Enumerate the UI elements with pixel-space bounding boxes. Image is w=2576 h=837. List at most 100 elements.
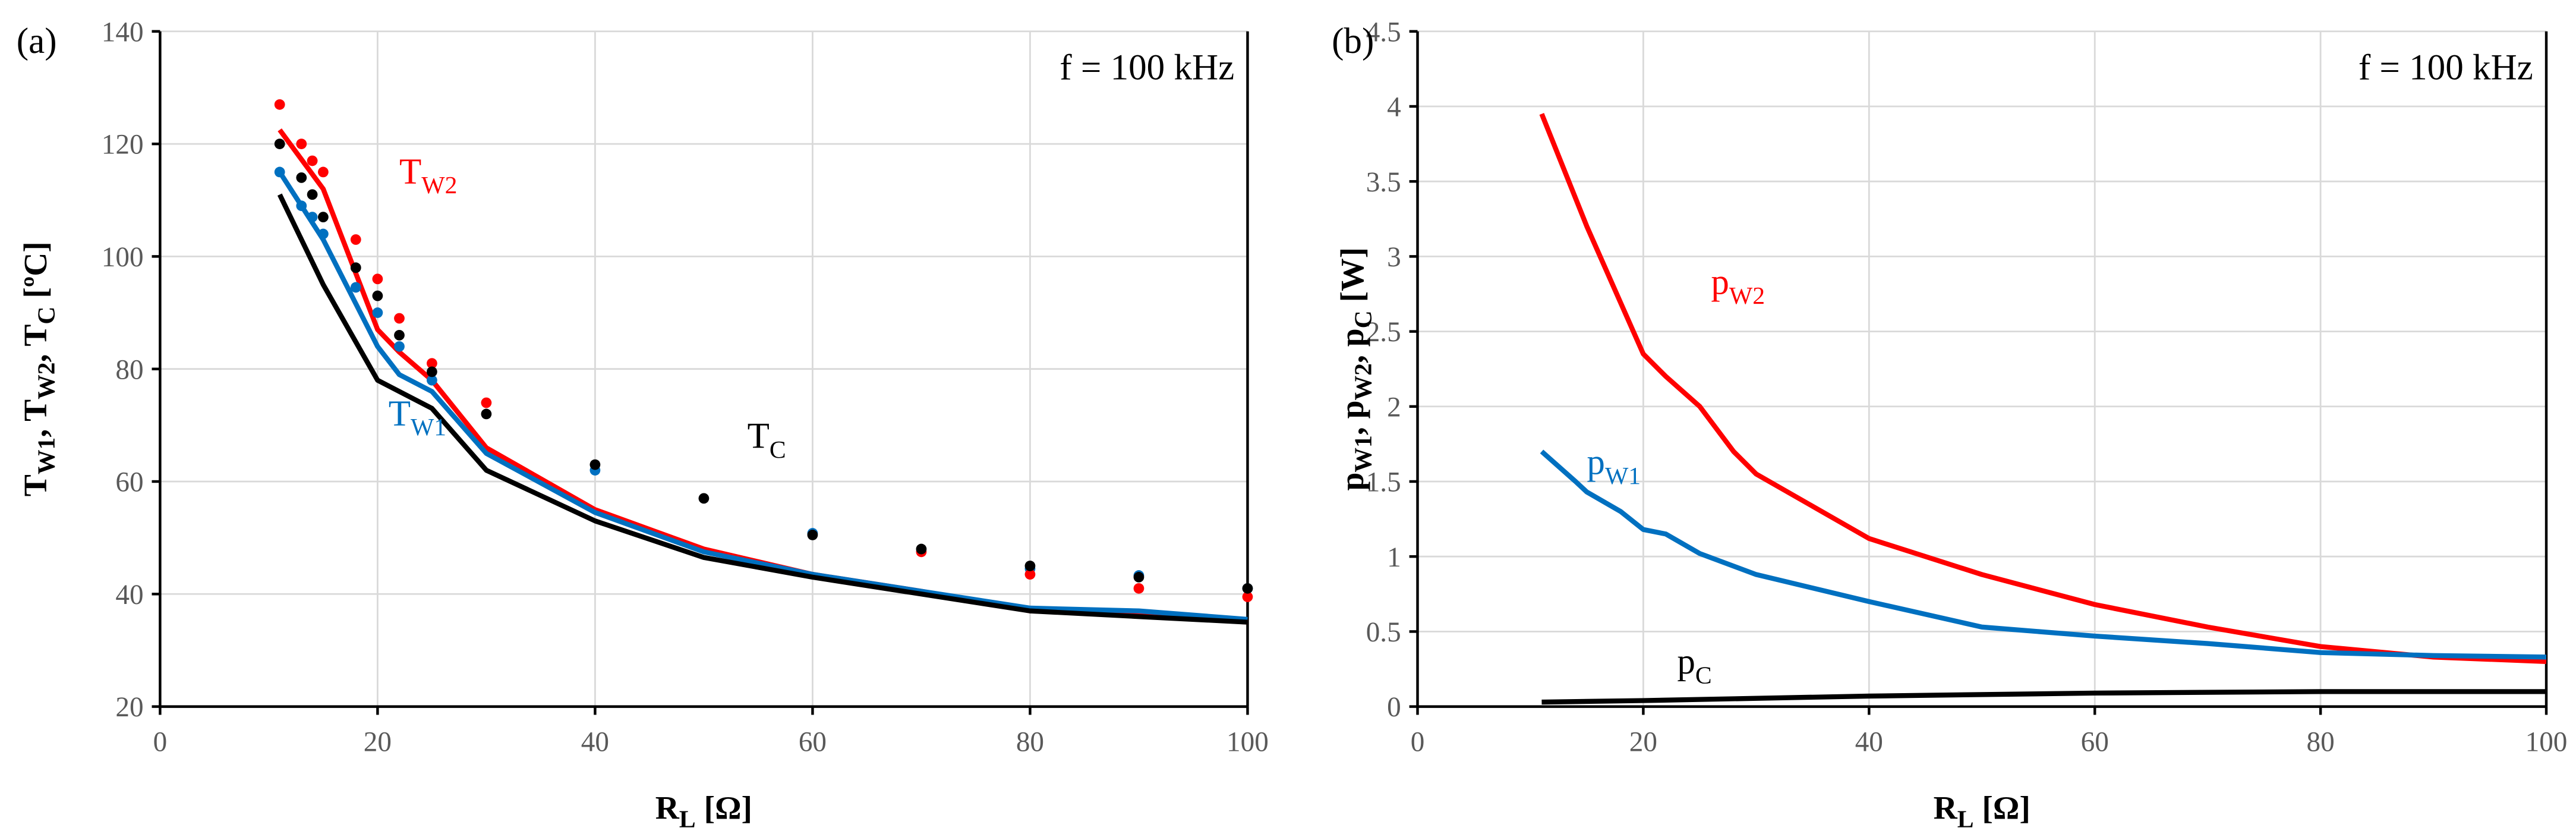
data-point bbox=[394, 313, 405, 324]
y-label-sub: W1 bbox=[1350, 435, 1377, 472]
data-point bbox=[274, 166, 285, 178]
data-point bbox=[318, 212, 329, 223]
y-label-sub: C bbox=[1350, 310, 1377, 328]
y-tick-label: 120 bbox=[102, 130, 144, 161]
data-point bbox=[481, 397, 492, 408]
data-point bbox=[296, 139, 307, 149]
series-line-p_w1 bbox=[1540, 449, 2547, 660]
y-label-main: [ºC] bbox=[18, 241, 54, 306]
series-line-p_w2 bbox=[1539, 113, 2547, 665]
y-tick-label: 0 bbox=[1387, 692, 1401, 723]
x-label-rest: [Ω] bbox=[1974, 790, 2030, 826]
data-point bbox=[318, 228, 329, 240]
series-line-p_c bbox=[1541, 689, 2547, 705]
x-label-main: R bbox=[1934, 790, 1958, 826]
data-point bbox=[1242, 591, 1253, 602]
data-point bbox=[394, 341, 405, 352]
frequency-annotation: f = 100 kHz bbox=[2359, 48, 2533, 87]
y-label-main: [W] bbox=[1335, 247, 1371, 310]
data-point bbox=[1242, 583, 1253, 594]
data-point bbox=[589, 459, 601, 470]
y-label-main: , p bbox=[1335, 400, 1371, 435]
data-point bbox=[1133, 572, 1144, 583]
x-tick-label: 80 bbox=[2307, 727, 2335, 758]
y-tick-label: 3.5 bbox=[1366, 167, 1401, 198]
y-tick-label: 2.5 bbox=[1366, 317, 1401, 348]
x-label-sub: L bbox=[1957, 805, 1974, 833]
data-point bbox=[350, 262, 361, 273]
label-sub: W2 bbox=[1729, 282, 1765, 310]
series-label: TW1 bbox=[389, 394, 446, 441]
x-tick-label: 20 bbox=[1629, 727, 1657, 758]
y-tick-label: 4.5 bbox=[1366, 17, 1401, 48]
label-sub: W1 bbox=[1605, 462, 1641, 490]
chart-panel-1: 0 0.5 1 1.5 2 2.5 3 3.5 4 4.5 0 20 40 60 80 100 (b) f = 1… bbox=[1332, 17, 2567, 833]
y-tick-label: 4 bbox=[1387, 92, 1401, 123]
label-main: T bbox=[748, 416, 770, 456]
data-point bbox=[307, 212, 318, 223]
y-tick-label: 20 bbox=[115, 692, 143, 723]
data-point bbox=[318, 166, 329, 178]
y-label-main: , p bbox=[1335, 328, 1371, 363]
data-point bbox=[916, 543, 927, 555]
chart-panel-0: 20 40 60 80 100 120 140 0 20 40 60 80 100 (a) f = 100 … bbox=[17, 17, 1269, 833]
label-sub: C bbox=[1695, 662, 1712, 690]
label-sub: W1 bbox=[411, 414, 446, 441]
x-label-sub: L bbox=[679, 805, 696, 833]
x-tick-label: 40 bbox=[1855, 727, 1883, 758]
data-point bbox=[372, 290, 383, 301]
x-tick-label: 100 bbox=[2525, 727, 2568, 758]
data-point bbox=[1024, 561, 1036, 571]
x-tick-label: 0 bbox=[153, 727, 168, 758]
y-label-main: , T bbox=[18, 325, 54, 363]
series-label: pW1 bbox=[1587, 442, 1641, 490]
y-label-main: p bbox=[1335, 473, 1371, 491]
y-label-sub: C bbox=[33, 307, 61, 325]
series-label: TC bbox=[748, 416, 786, 464]
data-point bbox=[698, 493, 710, 504]
data-point bbox=[274, 99, 285, 110]
y-label-sub: W2 bbox=[33, 362, 61, 399]
data-point bbox=[296, 172, 307, 183]
y-label-sub: W1 bbox=[33, 438, 61, 474]
data-point bbox=[350, 234, 361, 245]
y-tick-label: 1.5 bbox=[1366, 467, 1401, 498]
data-point bbox=[296, 200, 307, 212]
y-label-main: , T bbox=[18, 399, 54, 438]
x-axis-label: RL [Ω] bbox=[655, 790, 752, 833]
y-tick-label: 1 bbox=[1387, 542, 1401, 573]
label-sub: C bbox=[770, 436, 786, 464]
data-point bbox=[427, 375, 437, 386]
y-tick-label: 100 bbox=[102, 242, 144, 273]
series-label: TW2 bbox=[399, 152, 457, 199]
x-label-rest: [Ω] bbox=[696, 790, 752, 826]
data-point bbox=[1133, 583, 1144, 594]
series-line-t_w1-calc bbox=[278, 171, 1248, 622]
data-point bbox=[307, 189, 318, 200]
data-point bbox=[427, 358, 437, 369]
panel-label: (a) bbox=[17, 21, 57, 61]
series-label: pC bbox=[1677, 642, 1711, 690]
data-point bbox=[307, 155, 318, 166]
series-line-t_c-calc bbox=[277, 193, 1248, 625]
label-main: p bbox=[1587, 442, 1605, 482]
y-tick-label: 140 bbox=[102, 17, 144, 48]
panel-label: (b) bbox=[1332, 21, 1374, 61]
series-line-t_w2-calc bbox=[278, 128, 1248, 625]
y-label-sub: W2 bbox=[1350, 363, 1377, 400]
data-point bbox=[1024, 569, 1036, 580]
label-main: T bbox=[389, 394, 411, 433]
data-point bbox=[481, 408, 492, 420]
data-point bbox=[394, 330, 405, 341]
y-tick-label: 3 bbox=[1387, 242, 1401, 273]
x-tick-label: 0 bbox=[1411, 727, 1425, 758]
x-axis-label: RL [Ω] bbox=[1934, 790, 2030, 833]
x-label-main: R bbox=[655, 790, 680, 826]
label-main: p bbox=[1711, 262, 1729, 302]
data-point bbox=[372, 307, 383, 318]
x-tick-label: 60 bbox=[2081, 727, 2109, 758]
data-point bbox=[274, 139, 285, 149]
y-axis-label: TW1, TW2, TC [ºC] bbox=[18, 241, 61, 496]
y-label-main: T bbox=[18, 474, 54, 496]
